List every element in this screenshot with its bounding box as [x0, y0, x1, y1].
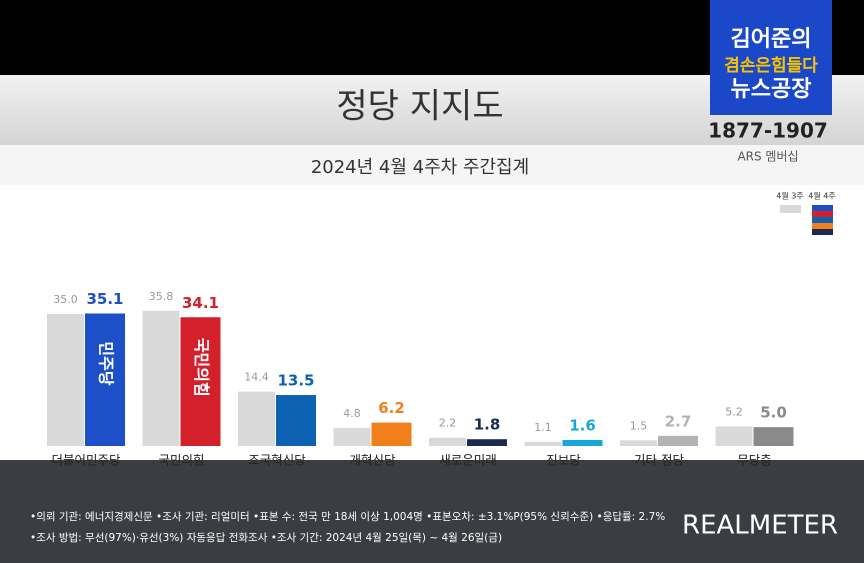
- chart-title: 정당 지지도: [336, 87, 503, 127]
- bar: [715, 426, 753, 446]
- x-tick-label: 더불어민주당: [51, 453, 121, 468]
- bar: [562, 439, 603, 446]
- bar-logo: 국민의힘: [192, 338, 211, 397]
- value-label: 1.5: [630, 419, 648, 432]
- value-label: 1.6: [569, 416, 596, 434]
- show-logo: [710, 0, 832, 115]
- legend-swatch: [812, 205, 833, 211]
- value-label: 6.2: [378, 399, 405, 417]
- footer-line: •조사 방법: 무선(97%)·유선(3%) 자동응답 전화조사 •조사 기간:…: [30, 531, 502, 544]
- bar: [429, 437, 466, 446]
- value-label: 14.4: [244, 371, 269, 384]
- bar-logo: 민주당: [97, 341, 116, 385]
- bar: [142, 310, 180, 446]
- bar: [620, 440, 657, 446]
- legend-swatch: [812, 217, 833, 223]
- value-label: 2.7: [665, 412, 692, 430]
- x-tick-label: 국민의힘: [158, 453, 204, 468]
- value-label: 2.2: [439, 417, 457, 430]
- bar: [333, 427, 371, 446]
- value-label: 4.8: [343, 407, 361, 420]
- x-tick-label: 조국혁신당: [248, 453, 306, 468]
- value-label: 34.1: [182, 294, 219, 312]
- footer-logo: REALMETER: [682, 511, 838, 541]
- x-tick-label: 개혁신당: [349, 453, 396, 468]
- bar: [371, 422, 412, 446]
- x-tick-label: 기타 정당: [634, 453, 684, 468]
- value-label: 35.8: [149, 290, 174, 303]
- bar: [658, 435, 698, 446]
- bar: [180, 317, 221, 446]
- legend-swatch: [812, 229, 833, 235]
- subheader: [0, 145, 864, 185]
- bar: [524, 441, 562, 446]
- value-label: 5.2: [725, 405, 743, 418]
- legend-label: 4월 4주: [808, 191, 835, 201]
- value-label: 35.0: [53, 293, 78, 306]
- show-name: 김어준의: [731, 27, 812, 52]
- show-name: 겸손은힘들다: [724, 55, 818, 76]
- bar: [467, 439, 507, 446]
- show-name: 뉴스공장: [731, 77, 812, 102]
- bar: [85, 313, 125, 446]
- footer-line: •의뢰 기관: 에너지경제신문 •조사 기관: 리얼미터 •표본 수: 전국 만…: [30, 510, 665, 523]
- value-label: 1.1: [534, 421, 552, 434]
- ars: ARS 멤버십: [737, 150, 798, 164]
- legend-label: 4월 3주: [776, 191, 803, 201]
- chart-area: [0, 185, 864, 460]
- x-tick-label: 새로운미래: [439, 453, 497, 468]
- chart-subtitle: 2024년 4월 4주차 주간집계: [311, 157, 529, 178]
- bar: [276, 395, 316, 446]
- value-label: 5.0: [760, 404, 787, 422]
- x-tick-label: 무당층: [737, 453, 772, 468]
- value-label: 1.8: [474, 416, 501, 434]
- bar: [238, 391, 275, 446]
- legend-swatch: [780, 205, 801, 213]
- value-label: 35.1: [86, 290, 123, 308]
- footer: [0, 460, 864, 563]
- x-tick-label: 진보당: [546, 453, 581, 468]
- legend-swatch: [812, 223, 833, 229]
- phone: 1877-1907: [708, 119, 828, 143]
- legend-swatch: [812, 211, 833, 217]
- bar: [47, 313, 84, 446]
- value-label: 13.5: [277, 372, 314, 390]
- bar: [753, 427, 794, 446]
